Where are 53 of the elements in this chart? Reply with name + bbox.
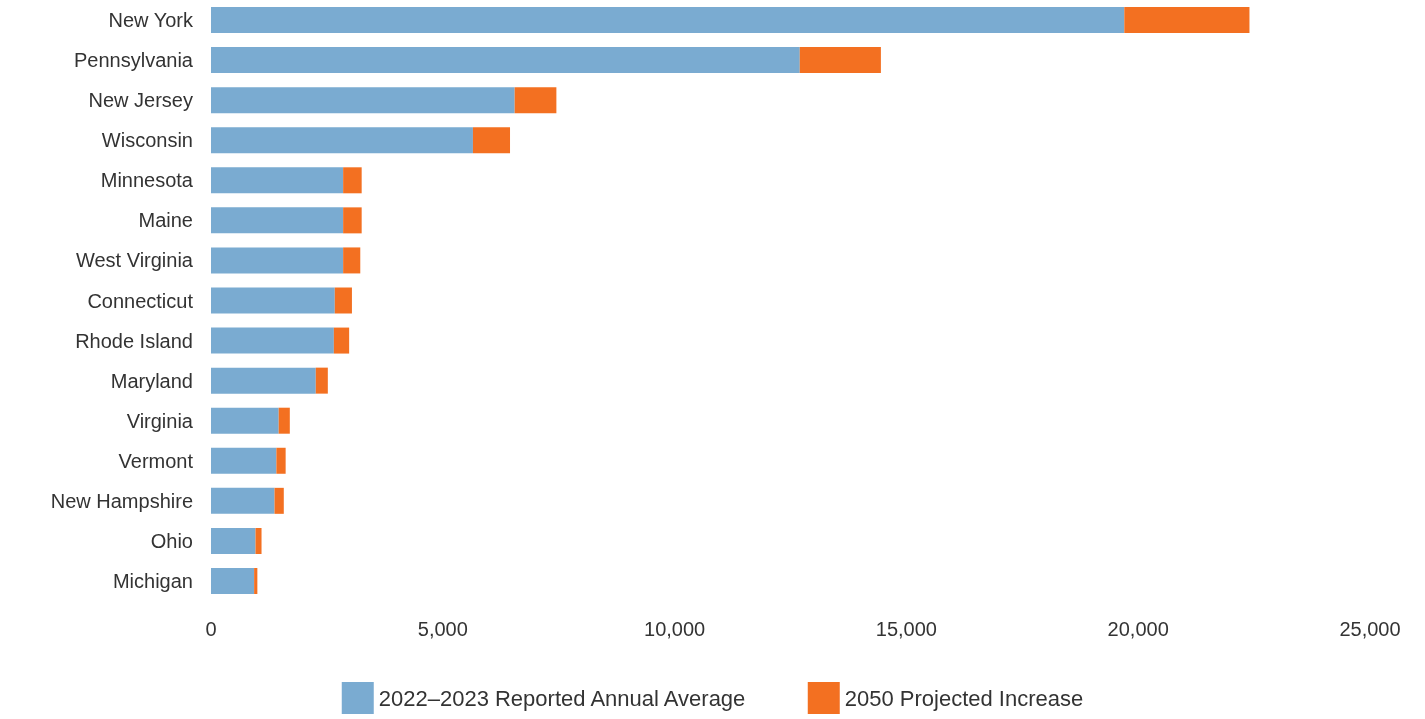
bar	[211, 487, 275, 514]
bar	[254, 567, 258, 594]
y-tick-label: Vermont	[118, 449, 194, 472]
y-tick-label: Pennsylvania	[74, 49, 194, 72]
x-tick-label: 20,000	[1107, 618, 1169, 640]
bar	[315, 367, 328, 394]
bar	[343, 167, 362, 194]
bar	[211, 407, 279, 434]
bar	[211, 247, 344, 274]
bar	[211, 47, 800, 74]
bar	[278, 407, 290, 434]
y-tick-label: New York	[108, 9, 194, 32]
y-tick-label: Maine	[138, 209, 193, 232]
bar	[333, 327, 350, 354]
bar	[472, 127, 511, 154]
bar	[211, 447, 277, 474]
y-tick-label: Rhode Island	[75, 329, 193, 352]
legend-label: 2022–2023 Reported Annual Average	[378, 685, 746, 711]
bar	[274, 487, 284, 514]
bar	[211, 87, 515, 114]
bar	[211, 367, 316, 394]
bar	[255, 527, 262, 554]
bar	[211, 287, 335, 314]
bar	[1124, 7, 1250, 34]
bar	[276, 447, 286, 474]
y-tick-label: Wisconsin	[101, 129, 193, 152]
y-tick-label: Minnesota	[100, 169, 194, 192]
bar	[211, 7, 1125, 34]
bar	[799, 47, 881, 74]
bar	[211, 567, 255, 594]
y-tick-label: Ohio	[150, 529, 193, 552]
y-tick-label: Virginia	[126, 409, 194, 432]
x-tick-label: 25,000	[1339, 618, 1401, 640]
bar	[211, 207, 344, 234]
bar	[514, 87, 557, 114]
y-tick-label: West Virginia	[75, 249, 194, 272]
bar	[211, 527, 256, 554]
x-tick-label: 15,000	[875, 618, 937, 640]
y-tick-label: Maryland	[110, 369, 193, 392]
y-tick-label: New Jersey	[88, 89, 193, 112]
bar	[343, 247, 361, 274]
x-tick-label: 10,000	[644, 618, 706, 640]
bar	[334, 287, 352, 314]
bar	[211, 327, 334, 354]
x-tick-label: 0	[205, 618, 217, 640]
y-tick-label: New Hampshire	[50, 489, 193, 512]
bar	[343, 207, 362, 234]
x-tick-label: 5,000	[417, 618, 468, 640]
y-tick-label: Connecticut	[87, 289, 194, 312]
y-tick-label: Michigan	[112, 569, 193, 592]
legend-label: 2050 Projected Increase	[844, 685, 1084, 711]
bar	[211, 167, 344, 194]
bar	[211, 127, 473, 154]
